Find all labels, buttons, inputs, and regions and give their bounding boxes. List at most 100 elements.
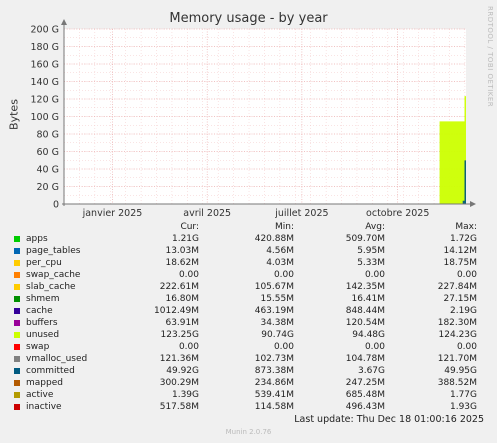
- legend-series-name: unused: [26, 330, 60, 340]
- legend-rows: apps 1.21G 420.88M 509.70M 1.72G page_tables 1…: [13, 234, 487, 414]
- y-tick-label: 140 G: [30, 77, 59, 88]
- legend-value-avg: 247.25M: [345, 378, 385, 388]
- legend-series-name: page_tables: [26, 246, 81, 256]
- legend-value-min: 420.88M: [254, 234, 294, 244]
- legend-value-cur: 13.03M: [165, 246, 199, 256]
- legend-value-max: 2.19G: [449, 306, 477, 316]
- rrdtool-credit: RRDTOOL / TOBI OETIKER: [486, 6, 494, 108]
- series-area-committed: [462, 160, 466, 204]
- x-axis-arrow: [470, 201, 476, 207]
- legend-value-cur: 0.00: [178, 270, 199, 280]
- legend-value-min: 4.03M: [266, 258, 294, 268]
- legend-value-min: 0.00: [273, 270, 294, 280]
- legend-series-name: slab_cache: [26, 282, 76, 292]
- legend-row-active: active 1.39G 539.41M 685.48M 1.77G: [13, 390, 487, 402]
- legend-value-avg: 104.78M: [345, 354, 385, 364]
- legend-value-max: 124.23G: [438, 330, 477, 340]
- legend-value-min: 114.58M: [254, 402, 294, 412]
- legend-value-cur: 517.58M: [159, 402, 199, 412]
- legend-value-min: 105.67M: [254, 282, 294, 292]
- legend-series-name: mapped: [26, 378, 63, 388]
- legend-row-apps: apps 1.21G 420.88M 509.70M 1.72G: [13, 234, 487, 246]
- legend-value-avg: 5.95M: [357, 246, 385, 256]
- legend-value-cur: 49.92G: [166, 366, 199, 376]
- legend-value-max: 18.75M: [443, 258, 477, 268]
- legend-row-vmalloc-used: vmalloc_used 121.36M 102.73M 104.78M 121.70M: [13, 354, 487, 366]
- x-tick-label: octobre 2025: [366, 208, 429, 219]
- legend-value-min: 234.86M: [254, 378, 294, 388]
- legend-value-cur: 0.00: [178, 342, 199, 352]
- legend-value-avg: 142.35M: [345, 282, 385, 292]
- legend-value-min: 539.41M: [254, 390, 294, 400]
- legend-value-cur: 121.36M: [159, 354, 199, 364]
- legend-value-avg: 3.67G: [357, 366, 385, 376]
- legend-value-avg: 0.00: [364, 342, 385, 352]
- legend-value-avg: 16.41M: [351, 294, 385, 304]
- legend-series-name: cache: [26, 306, 53, 316]
- legend-row-cache: cache 1012.49M 463.19M 848.44M 2.19G: [13, 306, 487, 318]
- legend-row-swap-cache: swap_cache 0.00 0.00 0.00 0.00: [13, 270, 487, 282]
- legend-swatch: [14, 272, 20, 278]
- legend-value-max: 121.70M: [437, 354, 477, 364]
- legend-value-max: 14.12M: [443, 246, 477, 256]
- legend-swatch: [14, 368, 20, 374]
- legend-value-cur: 1012.49M: [154, 306, 199, 316]
- legend-value-avg: 685.48M: [345, 390, 385, 400]
- last-update: Last update: Thu Dec 18 01:00:16 2025: [294, 414, 484, 425]
- legend-swatch: [14, 344, 20, 350]
- legend-value-min: 0.00: [273, 342, 294, 352]
- legend-row-slab-cache: slab_cache 222.61M 105.67M 142.35M 227.84M: [13, 282, 487, 294]
- legend-swatch: [14, 296, 20, 302]
- legend-swatch: [14, 356, 20, 362]
- legend-value-max: 0.00: [456, 342, 477, 352]
- legend-value-cur: 16.80M: [165, 294, 199, 304]
- series-area-unused: [439, 96, 466, 204]
- legend-row-shmem: shmem 16.80M 15.55M 16.41M 27.15M: [13, 294, 487, 306]
- legend-value-cur: 1.39G: [171, 390, 199, 400]
- y-tick-label: 100 G: [30, 112, 59, 123]
- legend-value-max: 1.93G: [449, 402, 477, 412]
- legend-swatch: [14, 248, 20, 254]
- legend-swatch: [14, 308, 20, 314]
- y-axis-label: Bytes: [7, 99, 21, 130]
- legend-value-cur: 222.61M: [159, 282, 199, 292]
- y-tick-label: 180 G: [30, 42, 59, 53]
- legend-series-name: committed: [26, 366, 75, 376]
- legend-series-name: active: [26, 390, 54, 400]
- legend-swatch: [14, 380, 20, 386]
- legend-row-committed: committed 49.92G 873.38M 3.67G 49.95G: [13, 366, 487, 378]
- legend-header: Cur: Min: Avg: Max:: [13, 222, 487, 234]
- legend-swatch: [14, 404, 20, 410]
- x-tick-label: avril 2025: [183, 208, 231, 219]
- legend: Cur: Min: Avg: Max: apps 1.21G 420.88M 509.…: [13, 222, 487, 414]
- legend-value-min: 463.19M: [254, 306, 294, 316]
- legend-value-min: 4.56M: [266, 246, 294, 256]
- legend-value-min: 15.55M: [260, 294, 294, 304]
- y-axis-arrow: [61, 19, 67, 25]
- legend-value-min: 873.38M: [254, 366, 294, 376]
- legend-series-name: swap: [26, 342, 50, 352]
- legend-value-avg: 120.54M: [345, 318, 385, 328]
- legend-row-buffers: buffers 63.91M 34.38M 120.54M 182.30M: [13, 318, 487, 330]
- legend-header-min: Min:: [274, 222, 294, 232]
- legend-value-avg: 94.48G: [352, 330, 385, 340]
- legend-series-name: vmalloc_used: [26, 354, 88, 364]
- legend-value-max: 182.30M: [437, 318, 477, 328]
- legend-swatch: [14, 332, 20, 338]
- legend-value-cur: 300.29M: [159, 378, 199, 388]
- y-tick-label: 20 G: [37, 182, 59, 193]
- y-tick-label: 200 G: [30, 25, 59, 36]
- legend-series-name: per_cpu: [26, 258, 62, 268]
- legend-value-avg: 509.70M: [345, 234, 385, 244]
- legend-swatch: [14, 392, 20, 398]
- y-tick-label: 160 G: [30, 60, 59, 71]
- x-tick-label: janvier 2025: [82, 208, 143, 219]
- legend-value-cur: 63.91M: [165, 318, 199, 328]
- legend-series-name: inactive: [26, 402, 62, 412]
- legend-header-max: Max:: [455, 222, 477, 232]
- legend-header-avg: Avg:: [365, 222, 385, 232]
- legend-value-max: 1.77G: [449, 390, 477, 400]
- y-tick-label: 80 G: [37, 130, 59, 141]
- legend-value-min: 34.38M: [260, 318, 294, 328]
- legend-value-avg: 848.44M: [345, 306, 385, 316]
